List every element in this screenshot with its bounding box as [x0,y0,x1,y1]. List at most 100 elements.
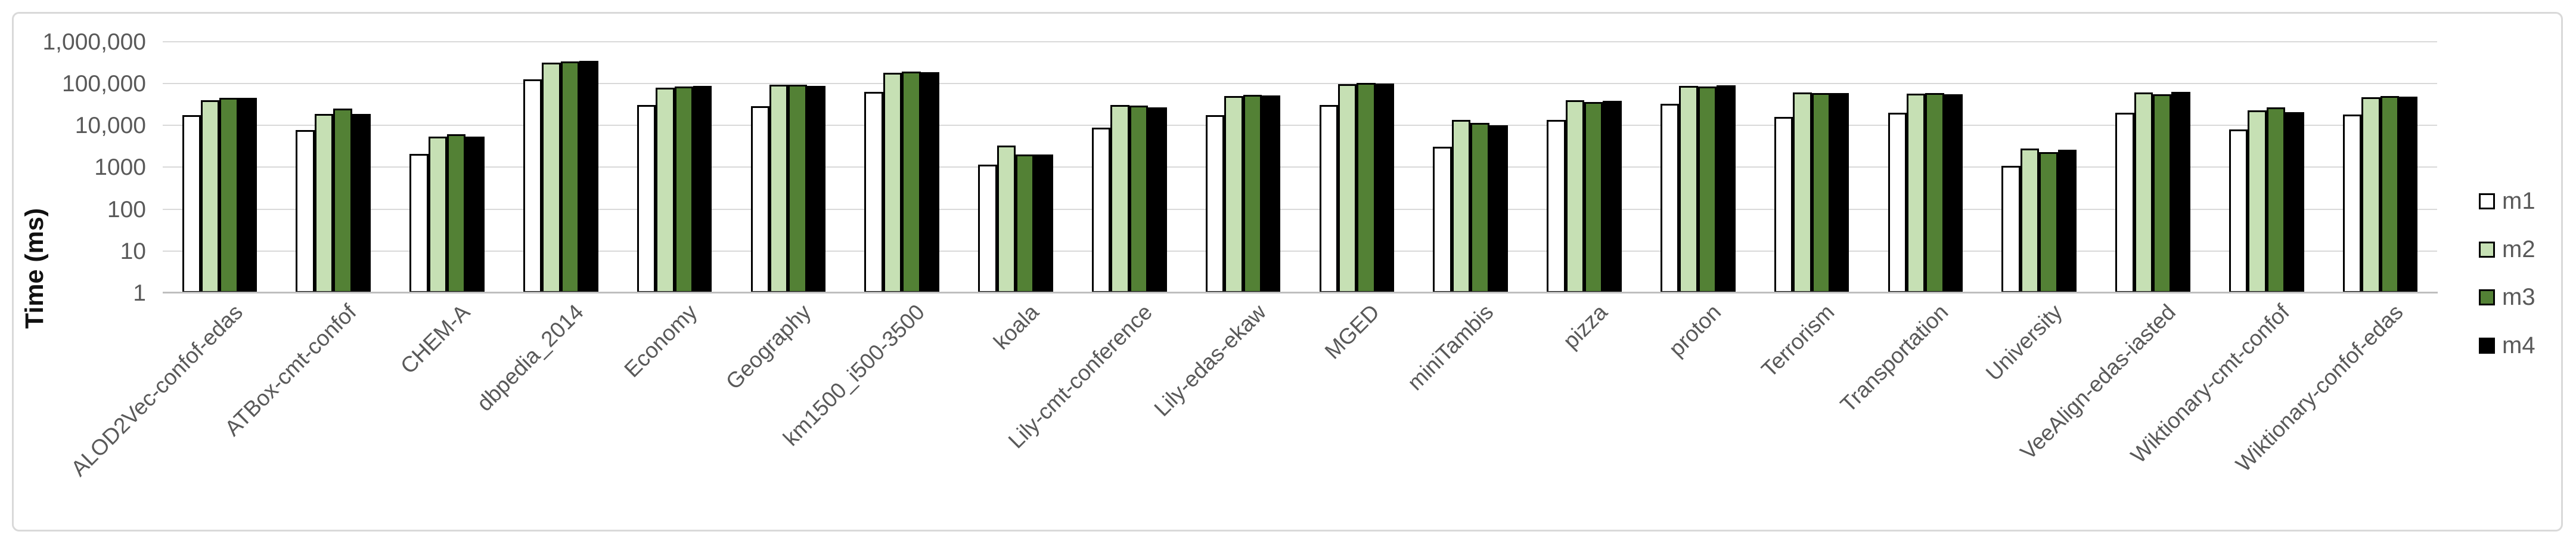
bar-m2 [656,87,675,293]
bar-m4 [1717,85,1736,293]
bar-m4 [806,86,826,293]
bar-m2 [2134,92,2153,293]
bar-m2 [1565,100,1584,293]
bar-m4 [579,60,598,293]
bar-m1 [182,115,201,293]
y-axis-title: Time (ms) [20,208,49,329]
y-tick-label: 1000 [94,154,146,181]
y-tick-label: 100 [107,196,146,222]
gridline [163,208,2437,210]
bar-m1 [1433,147,1452,293]
bar-m3 [219,98,238,293]
legend-swatch-m1 [2479,193,2495,209]
bar-m1 [523,79,542,293]
y-tick-label: 10,000 [75,113,146,139]
bar-m3 [1357,83,1376,293]
bar-m3 [560,61,580,293]
bar-m2 [542,62,561,293]
bar-m4 [2285,112,2304,293]
bar-m3 [1129,105,1149,293]
gridline [163,83,2437,85]
bar-m3 [1243,94,1262,293]
legend-label-m4: m4 [2502,332,2535,359]
bar-m1 [864,92,883,293]
bar-m1 [2001,165,2021,293]
legend-label-m3: m3 [2502,284,2535,310]
bar-m4 [1489,125,1508,293]
gridline [163,125,2437,126]
bar-m4 [465,137,485,293]
bar-m2 [2020,149,2040,293]
bar-m3 [1697,86,1717,293]
bar-m1 [1547,119,1566,293]
bar-m4 [1262,95,1281,293]
bar-m1 [409,153,429,293]
bar-m4 [1034,154,1053,293]
legend-swatch-m4 [2479,337,2495,354]
bar-m1 [2342,115,2362,293]
bar-m3 [788,84,807,293]
bar-m1 [2229,129,2248,293]
bar-m1 [637,104,656,293]
gridline [163,166,2437,168]
bar-m1 [1661,103,1680,293]
bar-m4 [1944,94,1963,293]
bar-m4 [1375,84,1395,293]
bar-m1 [2115,112,2134,293]
bar-m1 [296,130,315,293]
bar-m2 [883,72,902,293]
bar-m4 [352,113,371,293]
bar-m3 [2153,94,2172,293]
y-tick-label: 1 [133,280,146,306]
x-axis-line [163,292,2438,293]
bar-m4 [238,97,257,293]
bar-m3 [1016,154,1035,293]
bar-m3 [674,86,693,293]
bar-m3 [902,71,921,293]
bar-m3 [2266,107,2286,293]
bar-m3 [2039,152,2058,293]
bar-m2 [1907,93,1926,293]
bar-m1 [978,165,997,293]
bar-m2 [2248,110,2267,293]
bar-m3 [1925,93,1944,293]
bar-m3 [447,134,466,293]
bar-m4 [693,86,712,293]
bar-m2 [997,146,1016,293]
bar-m4 [2399,96,2418,293]
y-tick-label: 100,000 [62,71,146,97]
gridline [163,250,2437,252]
bar-m2 [1110,104,1129,293]
legend-swatch-m3 [2479,289,2495,305]
bar-m4 [920,72,939,293]
bar-m3 [1811,93,1830,293]
bar-m2 [1338,84,1357,293]
legend-swatch-m2 [2479,241,2495,258]
bar-m2 [314,113,334,293]
bar-m1 [1774,116,1793,293]
bar-m1 [1205,115,1225,293]
bar-m2 [201,100,220,293]
bar-m1 [1888,113,1907,293]
bar-m4 [2057,150,2077,293]
gridline [163,41,2437,42]
bar-m4 [2171,92,2190,293]
bar-m4 [1148,107,1167,293]
y-tick-label: 1,000,000 [42,29,146,55]
bar-m2 [1224,95,1243,293]
legend-label-m2: m2 [2502,236,2535,262]
bar-m2 [769,85,789,293]
bar-m3 [2380,95,2399,293]
bar-m2 [1451,120,1471,293]
bar-m3 [1584,102,1603,293]
y-tick-label: 10 [120,238,146,264]
bar-m2 [1679,85,1698,293]
bar-m2 [428,137,447,293]
bar-m1 [1319,104,1338,293]
bar-m2 [1793,92,1812,293]
bar-m3 [1470,122,1489,293]
bar-m4 [1603,100,1622,293]
legend-label-m1: m1 [2502,188,2535,214]
bar-m4 [1830,92,1849,293]
